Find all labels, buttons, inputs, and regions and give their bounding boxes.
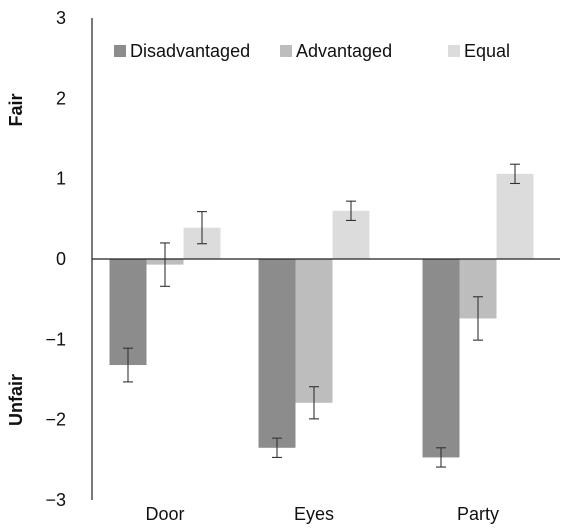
legend-swatch: [448, 45, 460, 57]
legend-item: Disadvantaged: [114, 41, 250, 61]
y-tick-label: 3: [56, 8, 66, 28]
unfair-label: Unfair: [6, 374, 26, 426]
bar: [258, 259, 296, 448]
legend-item: Equal: [448, 41, 510, 61]
bar: [295, 259, 333, 403]
y-axis-ticks: 3 2 1 0 −1 −2 −3: [45, 8, 66, 510]
error-bar: [510, 163, 520, 185]
y-tick-label: 2: [56, 88, 66, 108]
legend: Disadvantaged Advantaged Equal: [114, 41, 510, 61]
y-tick-label: 1: [56, 169, 66, 189]
category-labels: Door Eyes Party: [145, 504, 499, 524]
legend-label: Equal: [464, 41, 510, 61]
error-bar: [160, 242, 170, 287]
y-tick-label: −3: [45, 490, 66, 510]
error-bar: [473, 296, 483, 341]
category-label: Door: [145, 504, 184, 524]
legend-swatch: [114, 45, 126, 57]
bar: [109, 259, 147, 366]
legend-label: Disadvantaged: [130, 41, 250, 61]
y-tick-label: −1: [45, 329, 66, 349]
error-bar: [197, 211, 207, 245]
legend-label: Advantaged: [296, 41, 392, 61]
bar: [496, 173, 534, 259]
bars-group: [109, 173, 534, 458]
legend-item: Advantaged: [280, 41, 392, 61]
fair-label: Fair: [6, 93, 26, 126]
error-bar: [436, 447, 446, 468]
error-bar: [123, 347, 133, 383]
legend-swatch: [280, 45, 292, 57]
y-tick-label: −2: [45, 410, 66, 430]
category-label: Eyes: [294, 504, 334, 524]
y-tick-label: 0: [56, 249, 66, 269]
bar: [422, 259, 460, 458]
error-bars-group: [123, 163, 520, 468]
category-label: Party: [457, 504, 499, 524]
error-bar: [346, 200, 356, 221]
error-bar: [309, 386, 319, 420]
error-bar: [272, 437, 282, 458]
